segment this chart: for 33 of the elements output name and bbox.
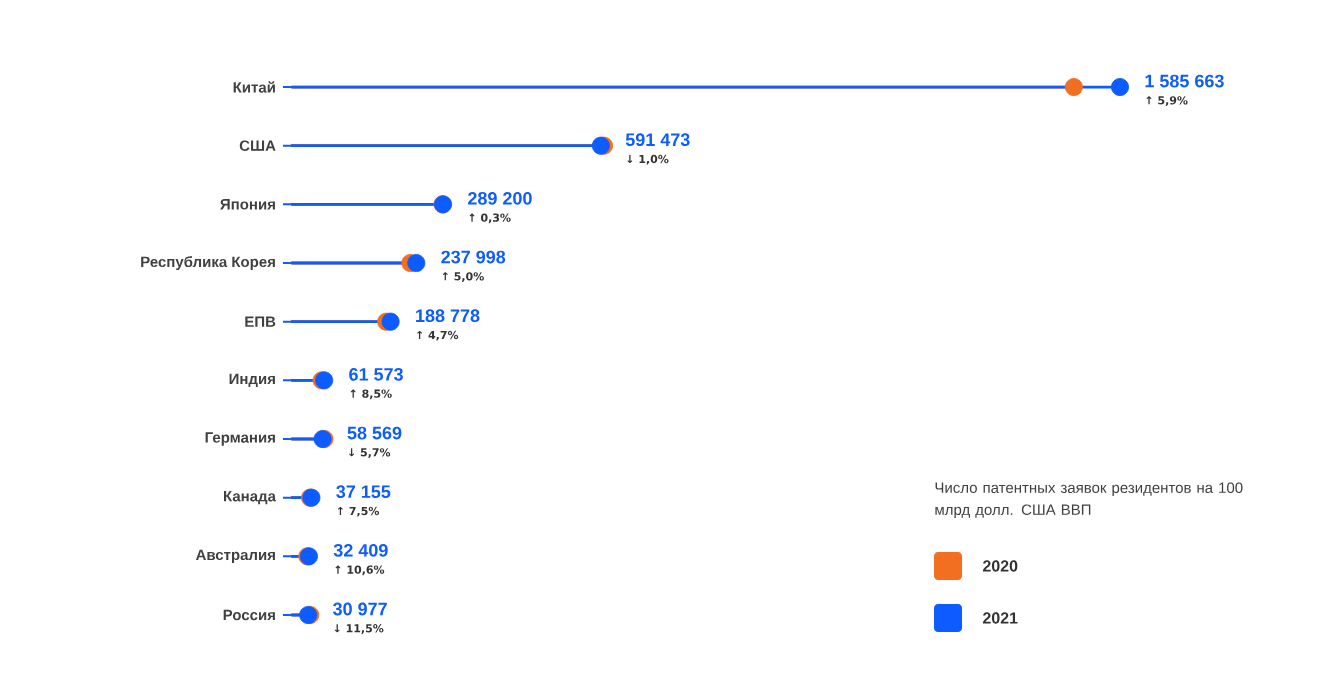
y-tick-label: США [239, 140, 276, 152]
annotation: ↑ 10,6% [335, 565, 385, 576]
annotation: ↑ 8,5% [350, 389, 392, 400]
data-label: 61 573 [349, 367, 403, 381]
annotation: ↑ 5,0% [442, 272, 484, 282]
y-tick-label: Германия [205, 432, 275, 446]
y-tick-label: Китай [233, 81, 275, 93]
annotation: ↑ 7,5% [337, 506, 380, 517]
y-tick-label: Россия [223, 609, 275, 621]
data-label: 1 585 663 [1145, 74, 1224, 88]
data-label: 32 409 [333, 543, 388, 557]
data-label: 591 473 [625, 133, 690, 147]
annotation: ↑ 0,3% [469, 213, 511, 224]
data-label: 188 778 [416, 309, 480, 323]
y-tick-label: Индия [229, 373, 275, 387]
data-label: 58 569 [347, 426, 402, 440]
data-label: 237 998 [441, 250, 506, 264]
data-label: 30 977 [332, 602, 387, 616]
y-tick-label: Австралия [195, 549, 275, 564]
y-tick-label: ЕПВ [245, 316, 276, 327]
y-tick-label: Республика Корея [141, 255, 275, 271]
data-label: 37 155 [336, 485, 391, 499]
legend-label: 2020 [982, 560, 1018, 572]
annotation: ↑ 5,9% [1146, 96, 1188, 106]
legend-label: 2021 [982, 612, 1018, 624]
annotation: ↓ 11,5% [334, 624, 384, 634]
annotation: ↓ 1,0% [627, 154, 669, 165]
annotation: ↓ 5,7% [349, 448, 391, 458]
y-tick-label: Канада [223, 491, 277, 505]
data-label: 289 200 [468, 191, 532, 205]
legend-title: Число патентных заявок резидентов на 100 млрд долл. США ВВП [935, 482, 1243, 518]
annotation: ↑ 4,7% [417, 330, 459, 341]
y-tick-label: Япония [220, 199, 275, 210]
